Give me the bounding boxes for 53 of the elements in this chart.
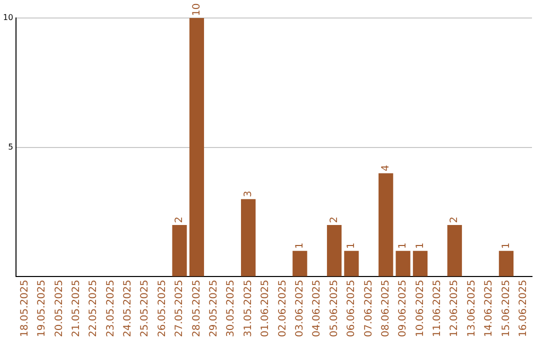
x-tick-label: 26.05.2025	[156, 280, 168, 338]
x-tick-label: 04.06.2025	[312, 280, 323, 338]
x-tick-label: 29.05.2025	[208, 280, 220, 338]
x-tick-label: 07.06.2025	[363, 280, 374, 338]
x-tick-label: 05.06.2025	[328, 280, 340, 338]
bar	[412, 250, 428, 276]
data-label: 1	[500, 242, 512, 249]
data-label: 10	[191, 3, 202, 16]
bar	[378, 173, 394, 276]
x-tick-label: 16.06.2025	[518, 280, 529, 338]
x-tick-label: 23.05.2025	[105, 280, 116, 338]
x-tick-label: 27.05.2025	[174, 280, 186, 338]
x-tick-label: 20.05.2025	[54, 280, 65, 338]
data-label: 4	[380, 164, 392, 172]
x-tick-label: 15.06.2025	[500, 280, 512, 338]
data-label: 3	[242, 190, 254, 198]
data-label: 2	[174, 216, 186, 223]
x-tick-label: 11.06.2025	[432, 280, 444, 338]
data-label: 1	[414, 242, 426, 249]
x-tick-label: 21.05.2025	[70, 280, 82, 338]
data-label: 1	[398, 242, 409, 249]
x-tick-label: 12.06.2025	[449, 280, 460, 338]
bar	[498, 250, 514, 276]
x-tick-label: 19.05.2025	[36, 280, 48, 338]
y-tick-label: 5	[8, 142, 14, 152]
x-tick-label: 13.06.2025	[466, 280, 478, 338]
x-tick-label: 08.06.2025	[380, 280, 392, 338]
data-label: 2	[328, 216, 340, 223]
x-tick-label: 10.06.2025	[414, 280, 426, 338]
x-tick-label: 25.05.2025	[140, 280, 151, 338]
bar	[344, 250, 359, 276]
data-label: 1	[294, 242, 306, 249]
bar	[326, 224, 342, 276]
x-tick-label: 28.05.2025	[191, 280, 202, 338]
bar	[189, 18, 204, 276]
x-tick-label: 09.06.2025	[398, 280, 409, 338]
x-tick-label: 31.05.2025	[242, 280, 254, 338]
x-tick-label: 30.05.2025	[226, 280, 237, 338]
x-tick-label: 22.05.2025	[88, 280, 100, 338]
bar	[172, 224, 187, 276]
x-tick-label: 06.06.2025	[346, 280, 358, 338]
x-tick-label: 03.06.2025	[294, 280, 306, 338]
bar	[447, 224, 462, 276]
x-tick-label: 18.05.2025	[19, 280, 30, 338]
data-label: 1	[346, 242, 358, 249]
x-tick-label: 01.06.2025	[260, 280, 272, 338]
x-tick-label: 14.06.2025	[484, 280, 495, 338]
bar	[240, 199, 256, 276]
data-label: 2	[449, 216, 460, 223]
x-tick-label: 24.05.2025	[122, 280, 134, 338]
bar	[292, 250, 308, 276]
bar	[396, 250, 410, 276]
x-tick-label: 02.06.2025	[277, 280, 288, 338]
